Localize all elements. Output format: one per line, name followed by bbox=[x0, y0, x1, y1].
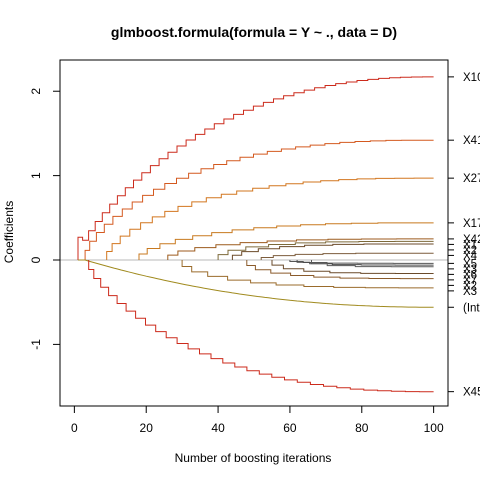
series-path-11 bbox=[271, 260, 434, 274]
coefficient-label: X6 bbox=[463, 269, 477, 281]
coefficient-label: X10 bbox=[463, 72, 480, 84]
x-tick-label: 40 bbox=[211, 421, 225, 435]
series-0 bbox=[77, 76, 434, 260]
axes: 0 20 40 60 80 100 -1 0 1 2 bbox=[29, 88, 444, 435]
chart-title: glmboost.formula(formula = Y ~ ., data =… bbox=[111, 24, 397, 40]
coefficient-label: X7 bbox=[463, 275, 477, 287]
coefficient-label: X17 bbox=[463, 218, 480, 230]
series-path-6 bbox=[231, 243, 434, 260]
plot-frame bbox=[59, 59, 449, 407]
coefficient-label: X42 bbox=[463, 234, 480, 246]
series-14 bbox=[78, 259, 434, 308]
series-4 bbox=[167, 238, 434, 260]
x-tick-label: 60 bbox=[283, 421, 297, 435]
x-tick-label: 20 bbox=[140, 421, 154, 435]
series-path-0 bbox=[77, 76, 434, 260]
series-path-5 bbox=[217, 240, 434, 260]
y-tick-label: 2 bbox=[29, 88, 43, 95]
series-3 bbox=[138, 222, 434, 260]
coefficient-label: X5 bbox=[463, 258, 477, 270]
coefficient-label: (Inte bbox=[463, 302, 480, 314]
x-tick-label: 0 bbox=[71, 421, 78, 435]
series-path-13 bbox=[181, 260, 434, 289]
y-tick-label: 1 bbox=[29, 172, 43, 179]
x-tick-label: 100 bbox=[424, 421, 444, 435]
x-tick-label: 80 bbox=[355, 421, 369, 435]
series-path-12 bbox=[246, 260, 434, 280]
series-path-9 bbox=[296, 260, 434, 266]
y-axis-label: Coefficients bbox=[2, 201, 16, 263]
coefficient-label: X2 bbox=[463, 280, 477, 292]
coefficient-label: X45 bbox=[463, 387, 480, 399]
series-5 bbox=[217, 240, 434, 260]
coefficient-labels: X10X41X27X17X42X1X2X4X5X3X6X7X2X3(InteX4… bbox=[448, 72, 480, 399]
series-10 bbox=[311, 260, 434, 268]
series-15 bbox=[88, 260, 434, 393]
y-tick-label: -1 bbox=[29, 339, 43, 350]
coefficient-label: X3 bbox=[463, 264, 477, 276]
series-path-7 bbox=[260, 252, 434, 260]
series-7 bbox=[260, 252, 434, 260]
coefficient-label: X41 bbox=[463, 135, 480, 147]
series-12 bbox=[246, 260, 434, 280]
series-path-2 bbox=[106, 177, 434, 260]
series-11 bbox=[271, 260, 434, 274]
coefficient-label: X1 bbox=[463, 239, 477, 251]
series-layer bbox=[77, 76, 434, 393]
series-path-4 bbox=[167, 238, 434, 260]
series-2 bbox=[106, 177, 434, 260]
x-axis-label: Number of boosting iterations bbox=[175, 451, 332, 465]
series-path-10 bbox=[311, 260, 434, 268]
series-1 bbox=[84, 139, 434, 260]
y-tick-label: 0 bbox=[29, 256, 43, 263]
coefficient-label: X27 bbox=[463, 173, 480, 185]
coefficient-label: X4 bbox=[463, 250, 478, 262]
series-6 bbox=[231, 243, 434, 260]
coefficient-label: X2 bbox=[463, 245, 477, 257]
series-9 bbox=[296, 260, 434, 266]
series-path-3 bbox=[138, 222, 434, 260]
series-path-15 bbox=[88, 260, 434, 393]
series-path-14 bbox=[78, 259, 434, 308]
series-path-1 bbox=[84, 139, 434, 260]
coefficient-label: X3 bbox=[463, 286, 477, 298]
series-13 bbox=[181, 260, 434, 289]
